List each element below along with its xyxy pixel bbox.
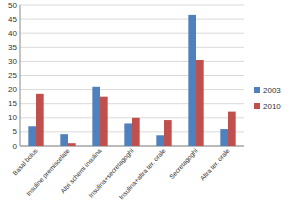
y-tick-label: 15 [8, 99, 17, 108]
bar [132, 118, 140, 146]
grid-line [20, 75, 244, 76]
y-tick-label: 30 [8, 57, 17, 66]
legend-label: 2010 [263, 102, 281, 111]
y-tick-label: 50 [8, 1, 17, 10]
bar [100, 97, 108, 146]
y-tick-label: 20 [8, 85, 17, 94]
grid-line [20, 19, 244, 20]
grid-line [20, 5, 244, 6]
grid-line [20, 33, 244, 34]
bar [220, 129, 228, 146]
grid-line [20, 61, 244, 62]
chart: 05101520253035404550Basal bolusInsuline … [0, 0, 300, 203]
x-tick-label: Basal bolus [11, 146, 39, 176]
bar [124, 123, 132, 146]
bar [68, 143, 76, 146]
bars [28, 15, 235, 146]
y-tick-label: 45 [8, 15, 17, 24]
bar [164, 120, 172, 146]
bar [60, 134, 68, 146]
grid-line [20, 47, 244, 48]
bar [28, 126, 36, 146]
bar [92, 87, 100, 146]
y-tick-label: 25 [8, 71, 17, 80]
x-tick-label: Insulina+altra ter. orale [117, 147, 167, 201]
bar [228, 112, 236, 146]
bar [36, 94, 44, 146]
y-axis [20, 5, 21, 146]
grid-line [20, 103, 244, 104]
legend-swatch [254, 103, 260, 109]
bar [156, 135, 164, 146]
x-tick-label: Altra ter. orale [198, 147, 231, 182]
bar [196, 60, 204, 146]
y-tick-label: 10 [8, 113, 17, 122]
grid-line [20, 89, 244, 90]
x-tick-label: Secretagoghi [168, 147, 200, 181]
y-tick-label: 0 [13, 142, 18, 151]
legend-swatch [254, 87, 260, 93]
legend-label: 2003 [263, 86, 281, 95]
y-tick-label: 35 [8, 43, 17, 52]
y-tick-label: 5 [13, 127, 18, 136]
bar [188, 15, 196, 146]
y-tick-label: 40 [8, 29, 17, 38]
